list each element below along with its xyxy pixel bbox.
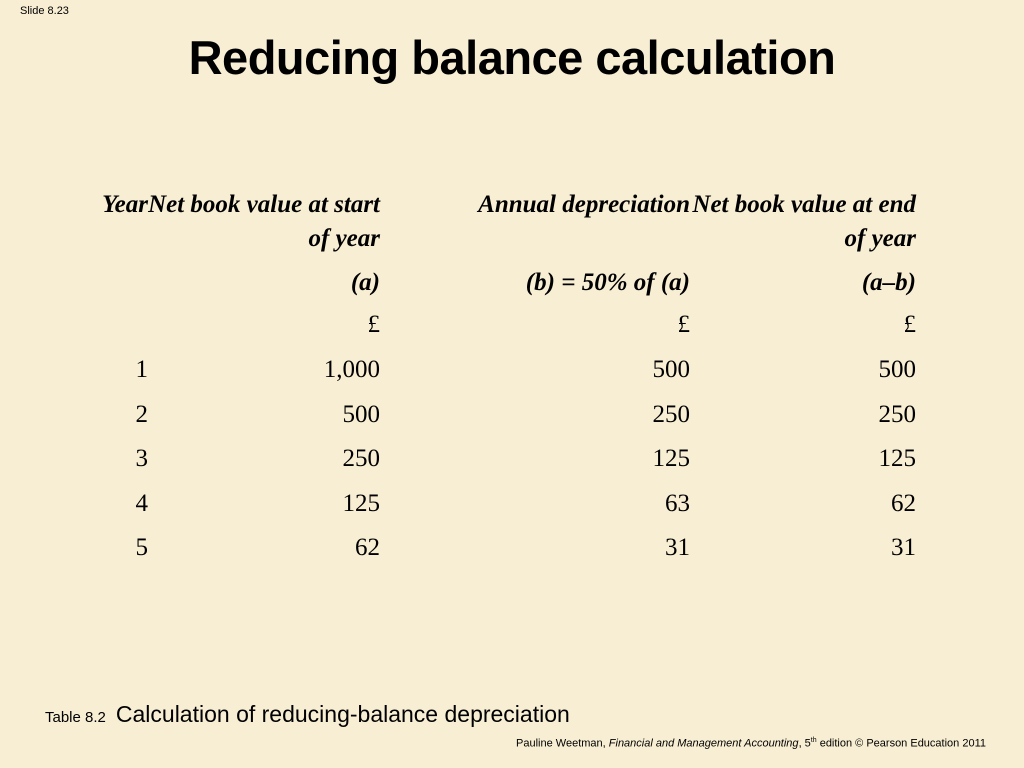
header-year: Year: [102, 191, 148, 218]
caption-label: Table 8.2: [45, 709, 106, 726]
currency-annual-depreciation: £: [677, 311, 691, 338]
cell-annual-depreciation: 250: [652, 400, 691, 428]
slide-title: Reducing balance calculation: [188, 31, 836, 84]
footer-publisher: edition © Pearson Education 2011: [816, 737, 986, 750]
cell-year: 2: [135, 400, 149, 428]
depreciation-table: Year Net book value at start of year Ann…: [80, 188, 916, 578]
cell-year: 5: [135, 534, 149, 561]
slide-number: Slide 8.23: [20, 5, 69, 17]
cell-year: 1: [135, 356, 149, 383]
cell-nbv-end: 250: [878, 400, 917, 428]
cell-nbv-start: 1,000: [323, 356, 380, 383]
table-row: 2 500 250 250: [80, 400, 917, 445]
cell-nbv-end: 125: [878, 445, 917, 472]
cell-year: 3: [135, 445, 149, 472]
header-annual-depreciation: Annual depreciation: [478, 191, 690, 218]
cell-nbv-end: 62: [891, 489, 916, 517]
table-header-row: Year Net book value at start of year Ann…: [80, 188, 916, 266]
table-row: 1 1,000 500 500: [80, 355, 917, 400]
table-caption: Table 8.2 Calculation of reducing-balance…: [45, 701, 570, 728]
footer-author: Pauline Weetman,: [516, 737, 609, 750]
currency-year: [80, 310, 148, 355]
cell-nbv-end: 31: [891, 534, 916, 561]
formula-nbv-start: (a): [350, 269, 380, 296]
formula-nbv-end: (a–b): [861, 269, 916, 296]
formula-year: [80, 266, 148, 310]
cell-annual-depreciation: 63: [665, 489, 690, 517]
footer-edition-suffix: th: [810, 737, 817, 744]
header-nbv-end: Net book value at end of year: [692, 191, 916, 252]
footer-book-title: Financial and Management Accounting: [608, 737, 799, 750]
table-row: 4 125 63 62: [80, 489, 917, 534]
footer-credit: Pauline Weetman, Financial and Managemen…: [516, 737, 986, 750]
cell-year: 4: [135, 489, 149, 517]
formula-annual-depreciation: (b) = 50% of (a): [525, 269, 690, 296]
cell-annual-depreciation: 31: [665, 534, 690, 561]
currency-row: £ £ £: [80, 310, 917, 355]
caption-text: Calculation of reducing-balance deprecia…: [115, 701, 570, 727]
table-row: 5 62 31 31: [80, 533, 917, 578]
currency-nbv-end: £: [903, 311, 917, 338]
cell-annual-depreciation: 500: [652, 356, 691, 383]
header-nbv-start: Net book value at start of year: [148, 191, 380, 252]
table-row: 3 250 125 125: [80, 444, 917, 489]
cell-nbv-start: 500: [342, 400, 381, 428]
cell-annual-depreciation: 125: [652, 445, 691, 472]
formula-row: (a) (b) = 50% of (a) (a–b): [80, 266, 916, 310]
cell-nbv-end: 500: [878, 356, 917, 383]
cell-nbv-start: 125: [342, 489, 381, 517]
footer-edition-number: , 5: [798, 737, 811, 750]
cell-nbv-start: 250: [342, 445, 381, 472]
currency-nbv-start: £: [367, 311, 381, 338]
cell-nbv-start: 62: [355, 534, 380, 561]
